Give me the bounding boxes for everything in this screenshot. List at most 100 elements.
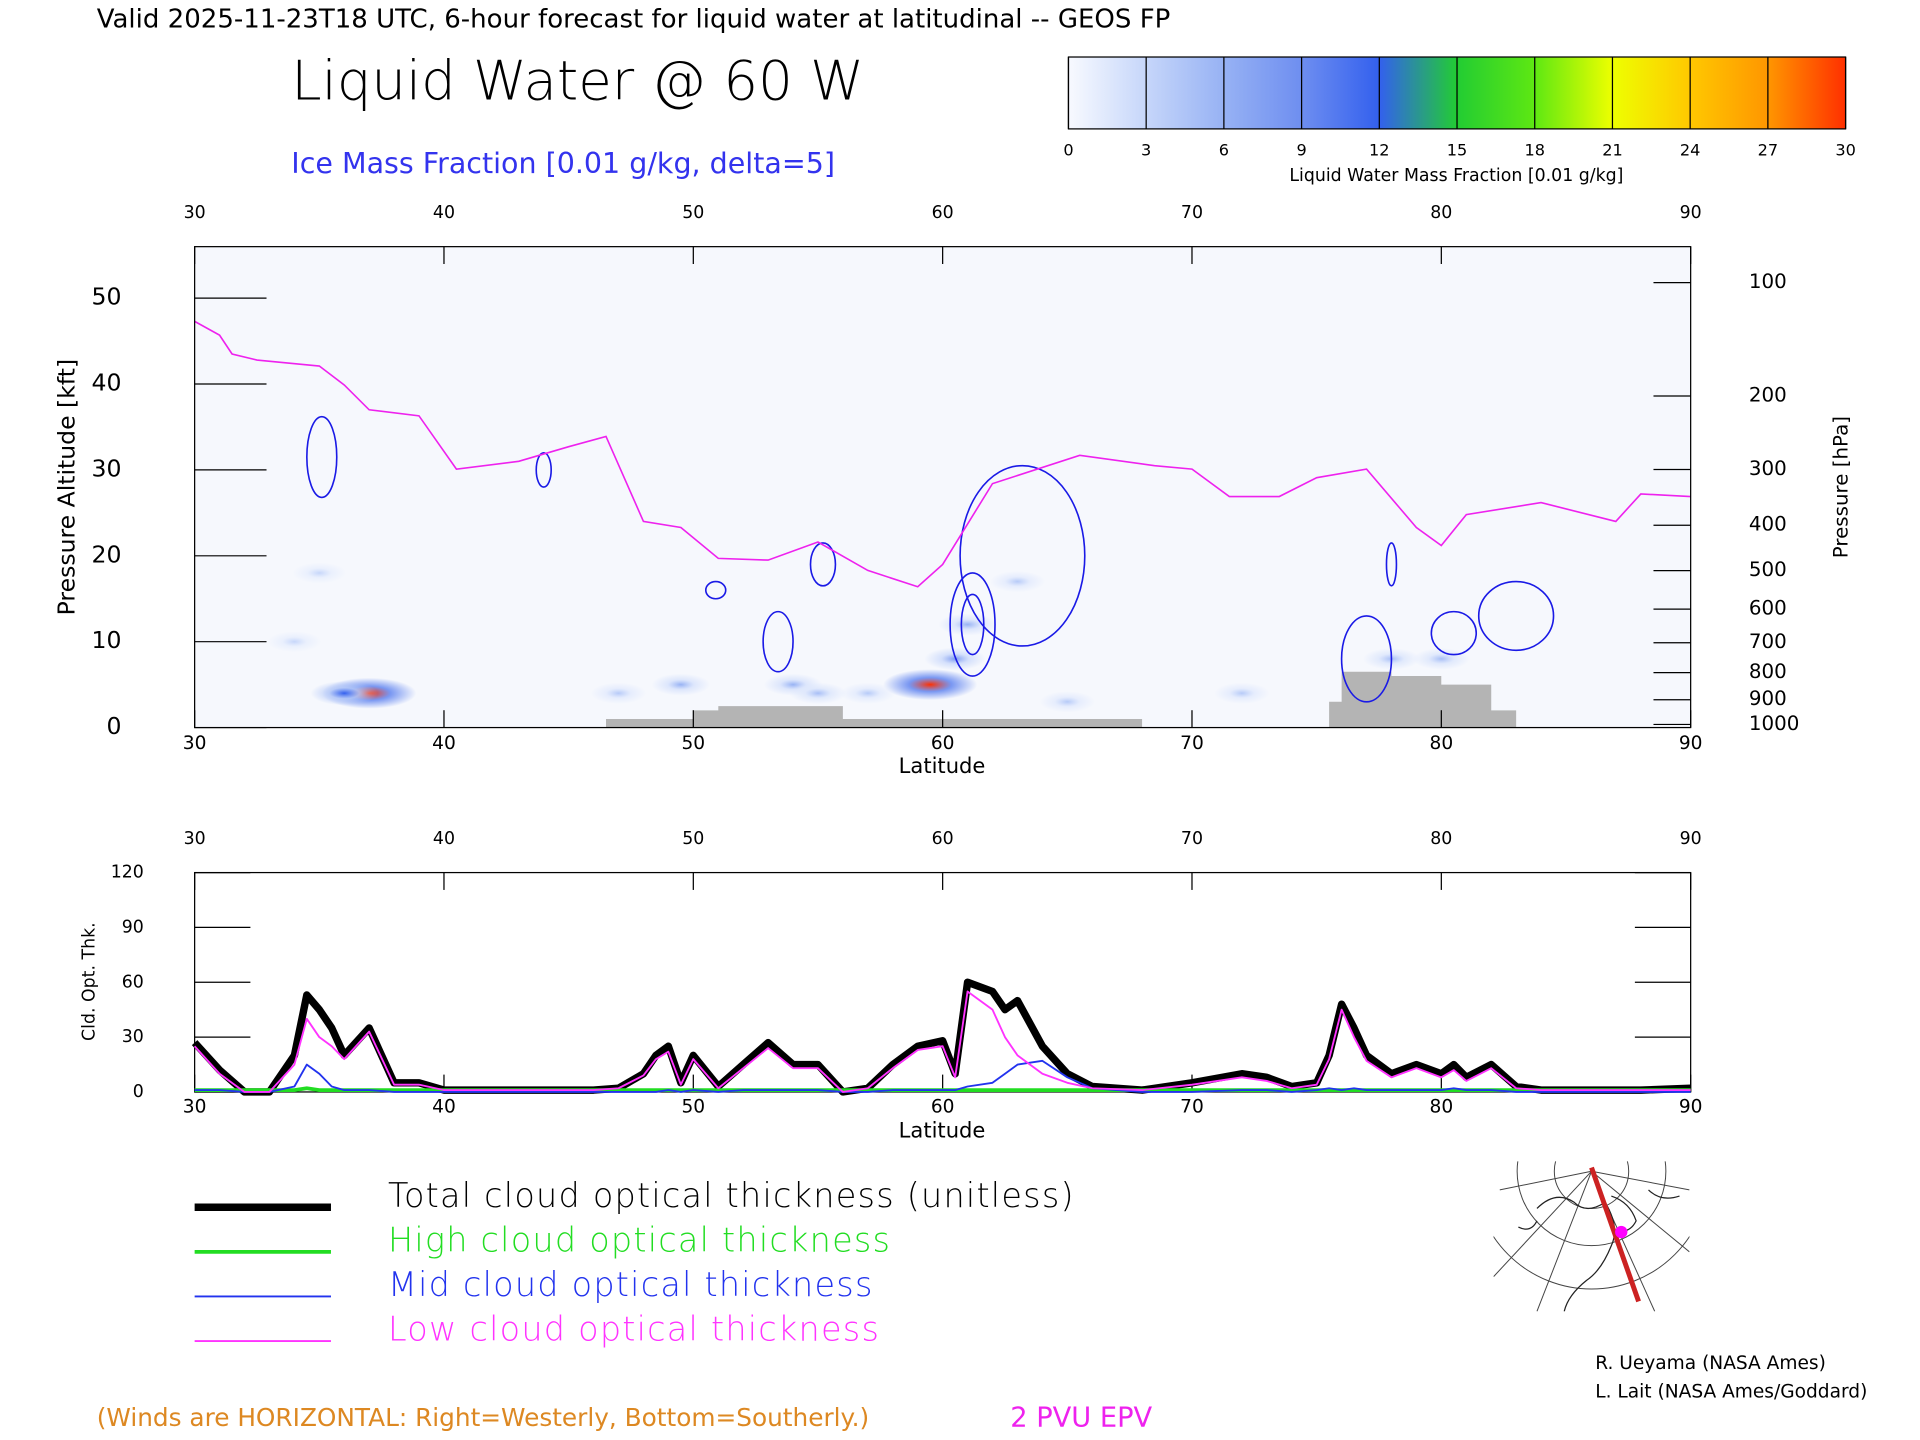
colorbar-segment <box>1612 57 1691 129</box>
x-tick-label: 60 <box>932 829 954 849</box>
colorbar-segment <box>1534 57 1613 129</box>
y2-tick-label: 600 <box>1749 597 1787 620</box>
ice-contour <box>306 415 338 499</box>
colorbar-segment <box>1767 57 1846 129</box>
x-tick-label: 40 <box>432 733 456 754</box>
header: Valid 2025-11-23T18 UTC, 6-hour forecast… <box>97 4 1171 34</box>
map-grid <box>1493 1161 1690 1312</box>
liquid-water-blob <box>1214 682 1270 704</box>
y2-axis-label: Pressure [hPa] <box>1829 416 1852 558</box>
chart-title: Liquid Water @ 60 W <box>291 49 864 113</box>
x-tick-label: 90 <box>1680 203 1702 223</box>
x-tick-label: 70 <box>1181 829 1203 849</box>
x-tick-label: 40 <box>433 203 455 223</box>
colorbar-tick-label: 6 <box>1219 141 1229 160</box>
y-tick-label: 10 <box>92 626 122 654</box>
ice-contour <box>762 610 794 673</box>
colorbar-tick-label: 12 <box>1369 141 1390 160</box>
x-tick-label: 40 <box>432 1096 456 1117</box>
colorbar-tick-label: 15 <box>1447 141 1468 160</box>
y2-tick-label: 1000 <box>1749 712 1799 735</box>
series-line <box>194 1059 1691 1093</box>
colorbar-tick-label: 18 <box>1524 141 1545 160</box>
x-tick-label: 50 <box>682 203 704 223</box>
y-axis-label: Pressure Altitude [kft] <box>53 359 81 615</box>
x-tick-label: 70 <box>1181 203 1203 223</box>
y2-tick-label: 200 <box>1749 383 1787 406</box>
legend-label: Low cloud optical thickness <box>388 1310 880 1349</box>
legend-label: Mid cloud optical thickness <box>388 1265 874 1304</box>
credit: R. Ueyama (NASA Ames) <box>1595 1353 1826 1374</box>
map-point <box>1615 1225 1628 1239</box>
series-line <box>193 990 1691 1093</box>
colorbar-segment <box>1301 57 1380 129</box>
liquid-water-blob <box>1039 691 1096 713</box>
x-tick-label: 90 <box>1679 733 1703 754</box>
x-tick-label: 30 <box>184 203 206 223</box>
subtitle: Ice Mass Fraction [0.01 g/kg, delta=5] <box>291 147 835 180</box>
liquid-water-blob <box>840 682 896 704</box>
ice-contour <box>959 464 1086 647</box>
liquid-water-blob <box>292 562 347 584</box>
colorbar-tick-label: 30 <box>1835 141 1856 160</box>
colorbar-tick-label: 0 <box>1063 141 1073 160</box>
ice-contour <box>535 451 552 488</box>
x-tick-label: 80 <box>1430 203 1452 223</box>
liquid-water-blob <box>789 682 847 705</box>
liquid-water-blob <box>938 613 997 636</box>
colorbar-tick-label: 3 <box>1141 141 1151 160</box>
x-tick-label: 60 <box>931 733 955 754</box>
plot-frame <box>194 871 1692 1093</box>
liquid-water-blob <box>590 682 647 704</box>
credit: L. Lait (NASA Ames/Goddard) <box>1595 1381 1867 1402</box>
x-tick-label: 80 <box>1430 829 1452 849</box>
cross-section-layer <box>194 320 1691 728</box>
legend-label: High cloud optical thickness <box>388 1220 891 1259</box>
legend: Total cloud optical thickness (unitless)… <box>194 1176 1074 1349</box>
y-tick-label: 90 <box>122 917 144 937</box>
locator-map <box>1493 1161 1690 1312</box>
y-tick-label: 30 <box>122 1027 144 1047</box>
liquid-water-blob <box>1412 648 1470 670</box>
x-tick-label: 80 <box>1430 1096 1454 1117</box>
liquid-water-blob <box>310 681 378 706</box>
x-tick-label: 30 <box>184 829 206 849</box>
liquid-water-blob <box>267 631 322 653</box>
x-tick-label: 50 <box>681 1096 705 1117</box>
x-tick-label: 30 <box>183 733 207 754</box>
liquid-water-blob <box>989 570 1046 593</box>
colorbar-segment <box>1068 57 1147 129</box>
colorbar-tick-label: 21 <box>1602 141 1623 160</box>
map-section-line <box>1589 1166 1641 1303</box>
y-tick-label: 20 <box>92 540 122 568</box>
x-tick-label: 40 <box>433 829 455 849</box>
x-tick-label: 60 <box>931 1096 955 1117</box>
colorbar-tick-label: 24 <box>1680 141 1701 160</box>
ice-contour <box>949 572 996 677</box>
colorbar-tick-label: 9 <box>1296 141 1306 160</box>
liquid-water-blob <box>883 669 978 701</box>
y-tick-label: 0 <box>133 1082 144 1102</box>
x-tick-label: 50 <box>681 733 705 754</box>
y-tick-label: 0 <box>107 712 122 740</box>
x-tick-label: 70 <box>1180 733 1204 754</box>
legend-label: 2 PVU EPV <box>1010 1403 1152 1434</box>
plot-area <box>194 246 1691 728</box>
colorbar-segment <box>1457 57 1535 129</box>
colorbar-segment <box>1223 57 1302 129</box>
x-tick-label: 90 <box>1680 829 1702 849</box>
x-axis-label: Latitude <box>899 1118 986 1143</box>
x-tick-label: 50 <box>682 829 704 849</box>
x-axis-label: Latitude <box>899 753 986 778</box>
colorbar-segment <box>1690 57 1768 129</box>
y-tick-label: 120 <box>111 863 144 883</box>
colorbar-label: Liquid Water Mass Fraction [0.01 g/kg] <box>1289 166 1623 186</box>
x-tick-label: 70 <box>1180 1096 1204 1117</box>
x-tick-label: 90 <box>1679 1096 1703 1117</box>
ice-contour <box>704 580 727 600</box>
ice-contour <box>1385 542 1398 587</box>
liquid-water-blob <box>651 673 711 696</box>
colorbar-segment <box>1146 57 1224 129</box>
